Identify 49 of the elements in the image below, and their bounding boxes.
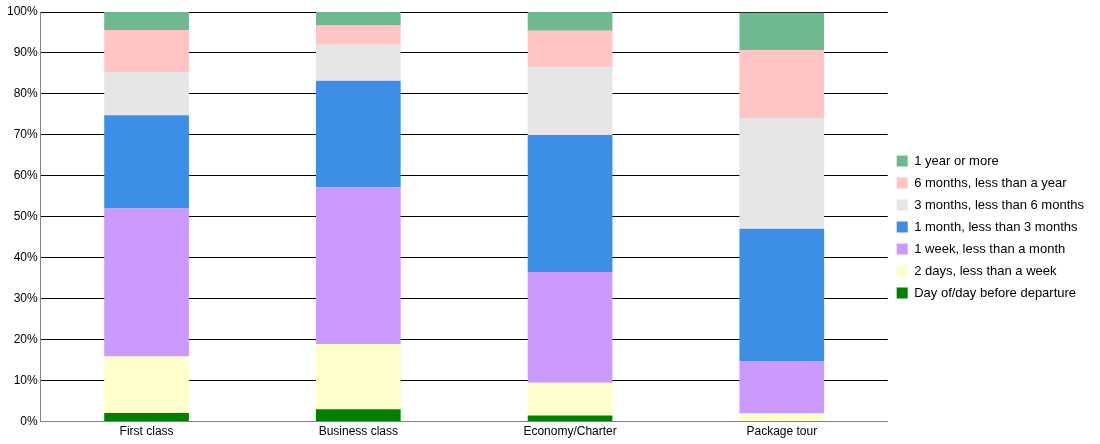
y-tick-label: 70% xyxy=(13,127,39,142)
legend-label: 1 month, less than 3 months xyxy=(914,218,1078,234)
bar xyxy=(315,25,401,45)
y-tick-label: 0% xyxy=(20,413,39,428)
bar xyxy=(315,44,401,81)
bar xyxy=(739,413,825,422)
bar xyxy=(315,12,401,26)
legend-label: 6 months, less than a year xyxy=(914,174,1068,190)
bar xyxy=(739,50,825,119)
legend-label: Day of/day before departure xyxy=(914,284,1077,300)
bar xyxy=(104,115,189,209)
x-tick-label: Business class xyxy=(318,424,398,439)
bar xyxy=(527,12,613,31)
bar xyxy=(315,80,401,188)
bar xyxy=(315,344,401,410)
bar xyxy=(104,30,189,73)
x-tick-label: Package tour xyxy=(746,424,818,439)
bar xyxy=(527,134,613,273)
legend-label: 1 year or more xyxy=(914,152,999,168)
legend-label: 3 months, less than 6 months xyxy=(914,196,1085,212)
y-tick-label: 50% xyxy=(13,209,39,224)
y-tick-label: 40% xyxy=(13,250,39,265)
bar xyxy=(739,12,825,51)
bar xyxy=(315,187,401,345)
y-tick-label: 20% xyxy=(13,331,39,346)
y-tick-label: 60% xyxy=(13,168,39,183)
bar xyxy=(527,67,613,135)
bar xyxy=(104,356,189,413)
y-tick-label: 10% xyxy=(13,372,39,387)
bar xyxy=(104,413,189,422)
legend-label: 2 days, less than a week xyxy=(914,262,1058,278)
bar xyxy=(527,415,613,422)
bar xyxy=(527,272,613,383)
bar xyxy=(104,12,189,31)
bar xyxy=(527,382,613,416)
bar xyxy=(315,409,401,422)
x-tick-label: First class xyxy=(119,424,174,439)
bar xyxy=(527,30,613,68)
y-tick-label: 30% xyxy=(13,291,39,306)
x-tick-label: Economy/Charter xyxy=(523,424,617,439)
bar xyxy=(104,208,189,357)
bar xyxy=(739,228,825,361)
y-tick-label: 90% xyxy=(13,45,39,60)
bar xyxy=(739,118,825,229)
bar xyxy=(104,72,189,116)
bar xyxy=(739,360,825,414)
y-tick-label: 100% xyxy=(6,4,39,19)
legend-label: 1 week, less than a month xyxy=(914,240,1066,256)
y-tick-label: 80% xyxy=(13,86,39,101)
